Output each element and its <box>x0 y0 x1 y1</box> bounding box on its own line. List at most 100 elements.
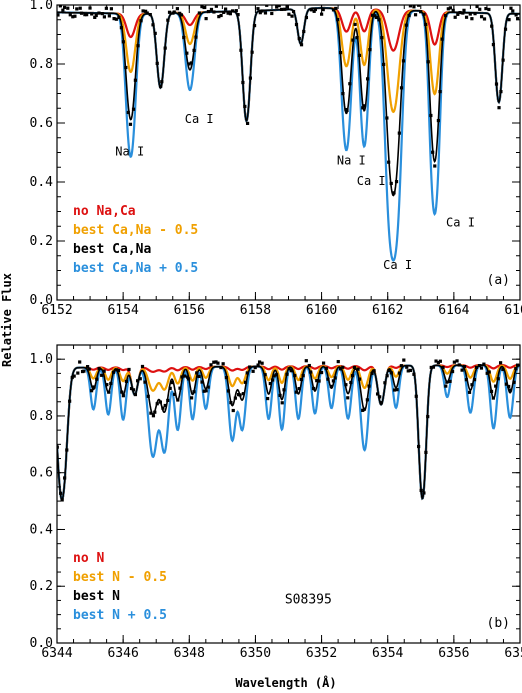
observed-point <box>192 390 196 394</box>
observed-point <box>189 61 193 65</box>
observed-point <box>241 392 245 396</box>
observed-point <box>434 359 438 363</box>
observed-point <box>412 372 416 376</box>
observed-point <box>224 375 229 380</box>
observed-point <box>216 361 220 365</box>
observed-point <box>212 360 216 364</box>
observed-point <box>473 12 477 16</box>
observed-point <box>299 43 304 47</box>
y-tick-label: 0.8 <box>30 57 53 72</box>
observed-point <box>219 13 223 18</box>
observed-point <box>93 15 97 19</box>
observed-point <box>370 13 375 17</box>
observed-point <box>62 5 67 10</box>
legend-entry: best Ca,Na - 0.5 <box>73 223 198 238</box>
observed-point <box>245 371 249 375</box>
observed-point <box>516 363 520 367</box>
observed-point <box>479 366 484 370</box>
observed-point <box>462 364 467 369</box>
observed-point <box>499 90 503 94</box>
observed-point <box>355 36 359 40</box>
observed-point <box>71 15 75 19</box>
observed-point <box>78 6 82 10</box>
observed-point <box>389 371 393 375</box>
line-annotation: Ca I <box>185 112 214 126</box>
observed-point <box>377 18 381 22</box>
observed-point <box>367 384 371 388</box>
observed-point <box>222 10 226 14</box>
observed-point <box>299 377 304 382</box>
observed-point <box>163 403 167 408</box>
observed-point <box>455 359 459 363</box>
observed-point <box>336 18 340 22</box>
observed-point <box>212 10 216 14</box>
observed-point <box>464 15 469 19</box>
observed-point <box>153 410 157 414</box>
observed-point <box>258 11 262 15</box>
observed-point <box>331 8 336 12</box>
observed-point <box>126 110 130 115</box>
observed-point <box>333 376 337 380</box>
observed-point <box>167 10 172 14</box>
observed-point <box>482 362 486 366</box>
observed-point <box>496 377 500 381</box>
observed-point <box>131 388 136 392</box>
observed-point <box>179 13 184 17</box>
observed-point <box>194 35 198 39</box>
observed-point <box>414 394 418 398</box>
observed-point <box>107 390 111 394</box>
observed-point <box>315 379 319 383</box>
observed-point <box>285 5 289 9</box>
observed-point <box>189 396 194 400</box>
observed-point <box>436 360 441 365</box>
x-tick-label: 6350 <box>240 646 271 661</box>
observed-point <box>448 6 452 10</box>
observed-point <box>182 374 187 378</box>
observed-point <box>182 35 186 40</box>
observed-point <box>76 371 80 375</box>
legend-entry: no Na,Ca <box>73 204 136 219</box>
observed-point <box>114 17 118 21</box>
observed-point <box>75 7 79 11</box>
y-tick-label: 1.0 <box>30 352 53 367</box>
observed-point <box>301 374 305 378</box>
observed-point <box>204 17 208 21</box>
observed-point <box>431 365 436 369</box>
observed-point <box>429 365 433 370</box>
observed-point <box>319 370 324 375</box>
observed-point <box>85 365 90 369</box>
observed-point <box>422 12 426 16</box>
observed-point <box>89 389 94 393</box>
observed-point <box>221 362 225 366</box>
observed-point <box>338 51 343 55</box>
observed-point <box>361 106 365 110</box>
observed-point <box>105 383 109 387</box>
observed-point <box>491 42 496 47</box>
observed-point <box>166 398 170 403</box>
x-tick-label: 6346 <box>107 646 138 661</box>
observed-point <box>73 14 77 18</box>
observed-point <box>287 12 291 16</box>
legend-entry: best N <box>73 589 120 604</box>
observed-point <box>329 0 332 3</box>
observed-point <box>378 395 382 399</box>
plot-area-(a) <box>57 0 520 262</box>
observed-point <box>507 384 511 389</box>
observed-point <box>503 27 508 31</box>
observed-point <box>450 369 455 374</box>
observed-point <box>344 383 348 387</box>
observed-point <box>256 7 260 11</box>
observed-point <box>243 380 248 384</box>
observed-point <box>57 13 60 17</box>
panel-b: 6344 6346 6348 6350 6352 6354 6356 6358 0.0 0.2 0.… <box>30 344 522 661</box>
star-label: S08395 <box>285 592 332 607</box>
observed-point <box>346 396 350 400</box>
observed-point <box>153 31 157 35</box>
observed-point <box>170 380 175 385</box>
observed-point <box>70 375 74 380</box>
observed-point <box>58 5 62 8</box>
observed-point <box>197 11 201 15</box>
observed-point <box>214 360 218 364</box>
observed-point <box>214 5 218 8</box>
